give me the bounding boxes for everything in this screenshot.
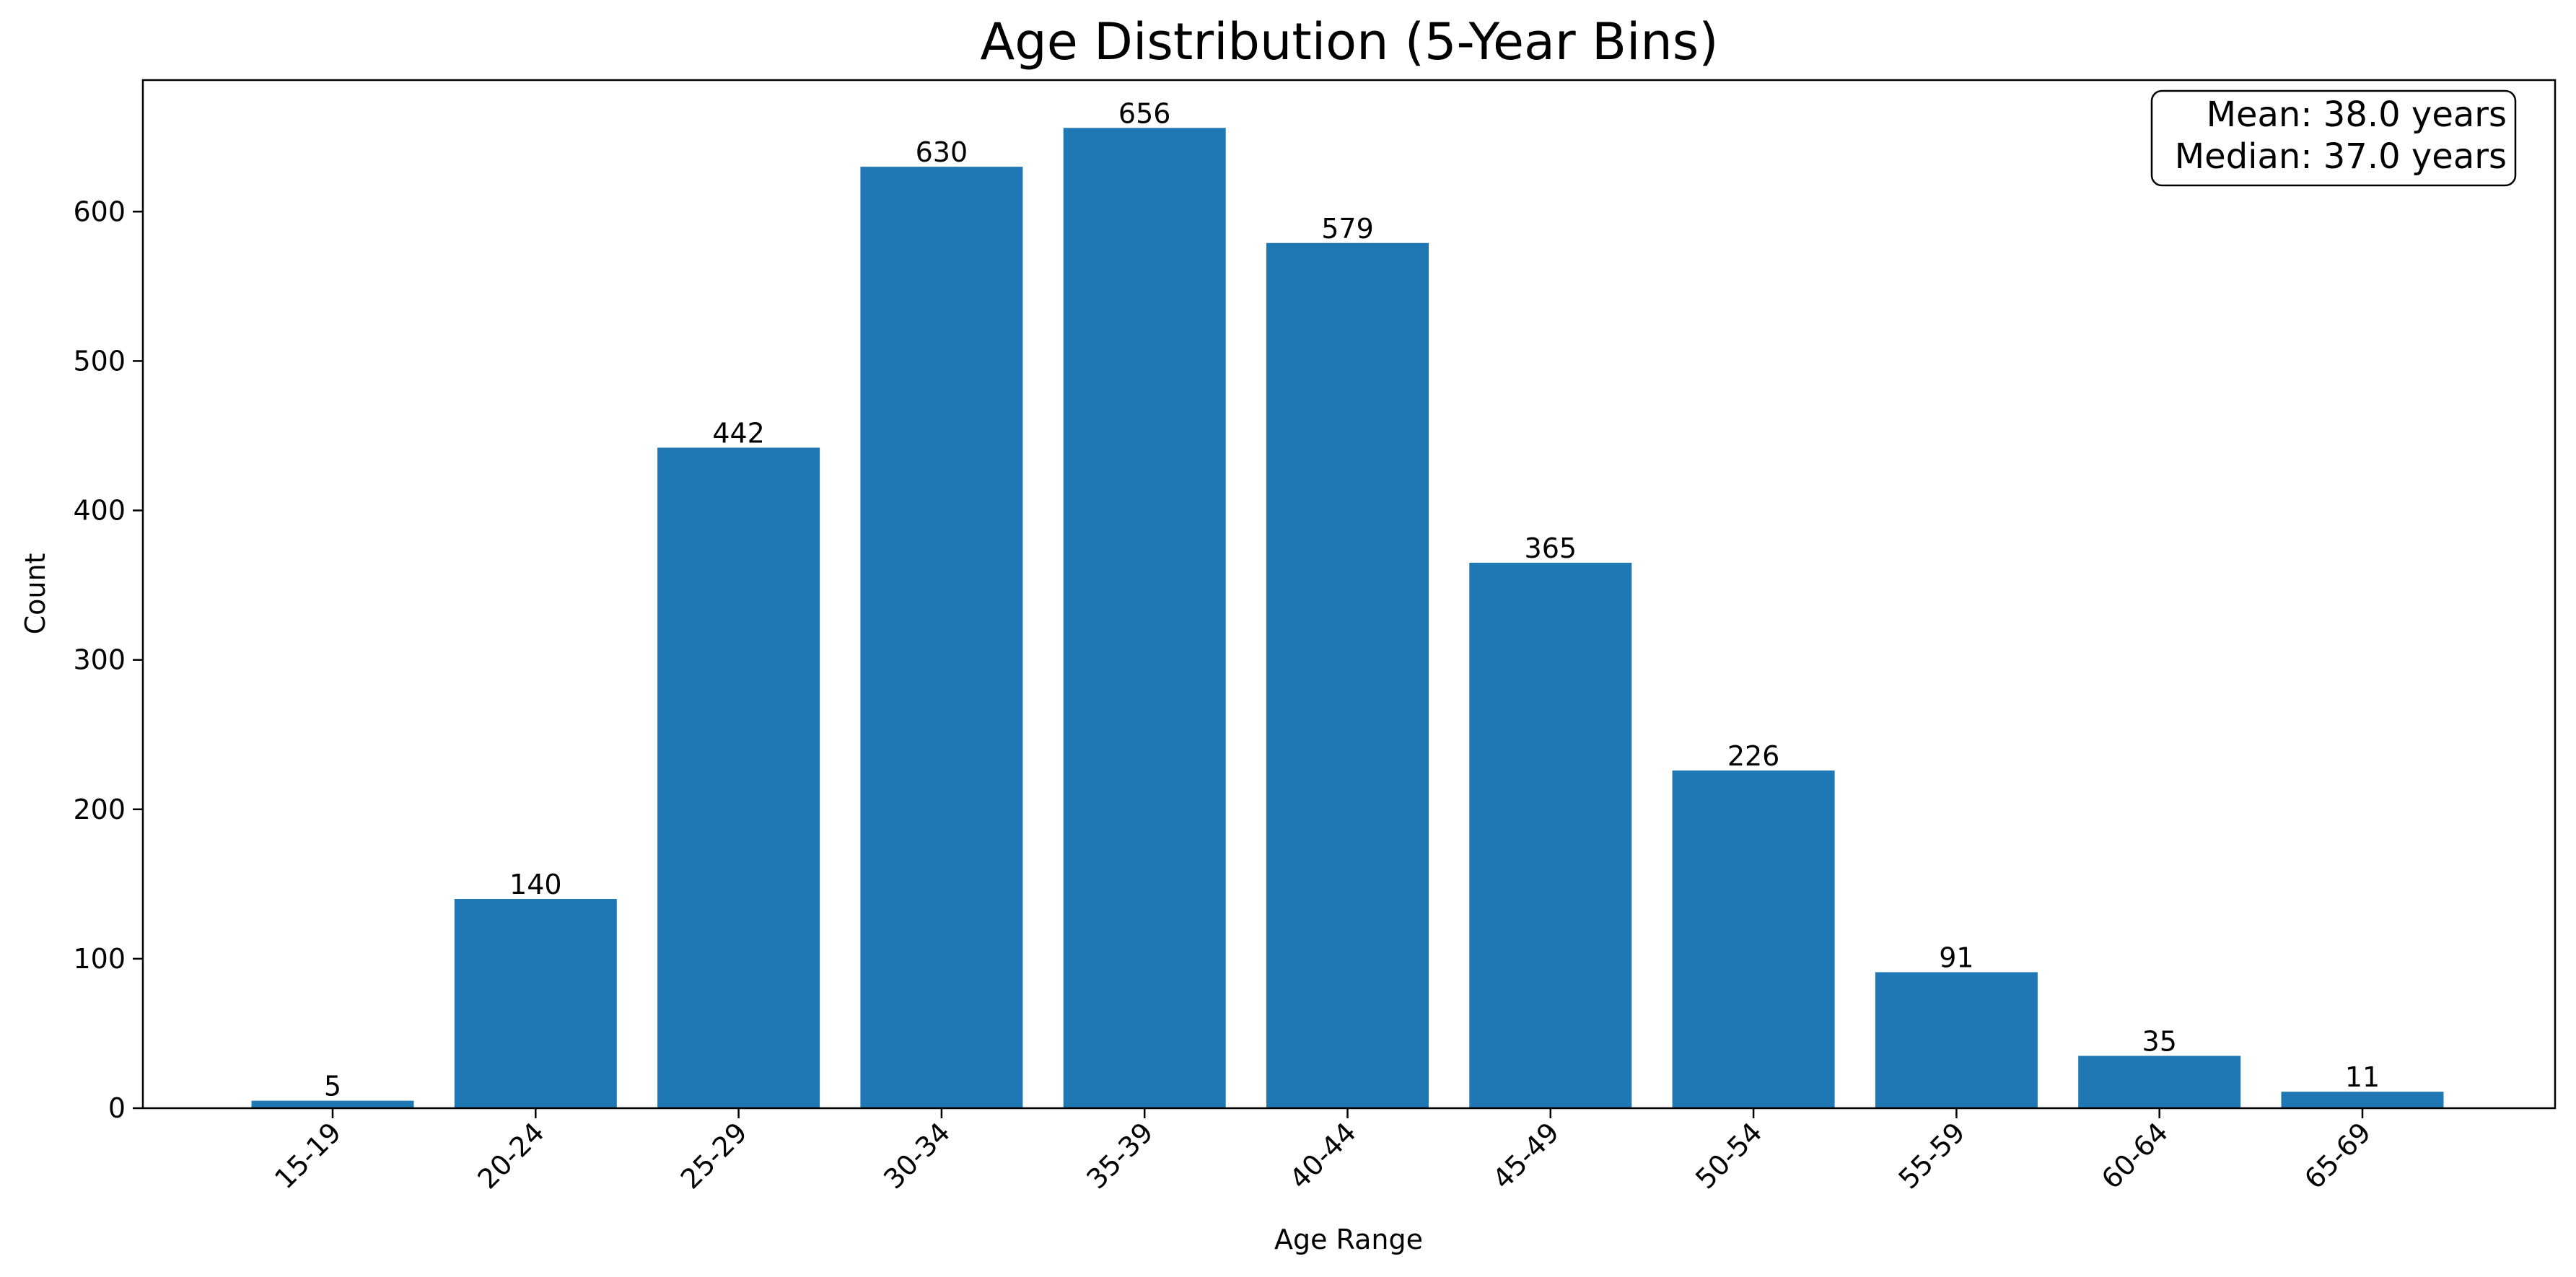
data-label-60-64: 35 (2142, 1026, 2177, 1058)
stats-box-frame (2150, 89, 2517, 187)
y-tick-label-300: 300 (73, 644, 126, 676)
data-label-30-34: 630 (916, 136, 968, 168)
data-labels-group: 5 140 442 630 656 579 365 226 91 35 11 (324, 97, 2380, 1102)
chart-title: Age Distribution (5-Year Bins) (980, 12, 1718, 71)
bar-55-59 (1875, 972, 2038, 1108)
bar-60-64 (2078, 1056, 2241, 1108)
bar-30-34 (860, 167, 1023, 1108)
y-tick-label-600: 600 (73, 196, 126, 227)
bar-25-29 (657, 447, 820, 1108)
y-tick-label-100: 100 (73, 943, 126, 975)
data-label-40-44: 579 (1321, 213, 1374, 245)
bar-35-39 (1063, 128, 1226, 1109)
bars-group (251, 128, 2444, 1109)
data-label-15-19: 5 (324, 1071, 341, 1102)
y-tick-label-200: 200 (73, 794, 126, 825)
bar-50-54 (1672, 770, 1835, 1108)
data-label-55-59: 91 (1939, 942, 1973, 974)
y-axis-ticks: 0 100 200 300 400 500 600 (73, 196, 143, 1124)
data-label-25-29: 442 (712, 418, 765, 449)
bar-20-24 (454, 899, 617, 1108)
data-label-65-69: 11 (2345, 1061, 2380, 1093)
data-label-20-24: 140 (509, 869, 562, 900)
y-tick-label-500: 500 (73, 345, 126, 377)
data-label-50-54: 226 (1727, 740, 1780, 772)
bar-45-49 (1469, 563, 1632, 1108)
stats-box: Mean: 38.0 years Median: 37.0 years (2150, 89, 2517, 187)
data-label-45-49: 365 (1525, 532, 1577, 564)
y-axis-label: Count (19, 553, 51, 635)
plot-frame (141, 79, 2557, 1110)
stats-mean: Mean: 38.0 years (2207, 95, 2507, 135)
data-label-35-39: 656 (1118, 97, 1171, 129)
bar-65-69 (2281, 1092, 2444, 1108)
bar-15-19 (251, 1100, 414, 1108)
x-axis-label: Age Range (1274, 1224, 1423, 1255)
stats-median: Median: 37.0 years (2175, 136, 2507, 177)
y-tick-label-400: 400 (73, 495, 126, 527)
y-tick-label-0: 0 (108, 1092, 126, 1124)
bar-40-44 (1266, 242, 1429, 1109)
